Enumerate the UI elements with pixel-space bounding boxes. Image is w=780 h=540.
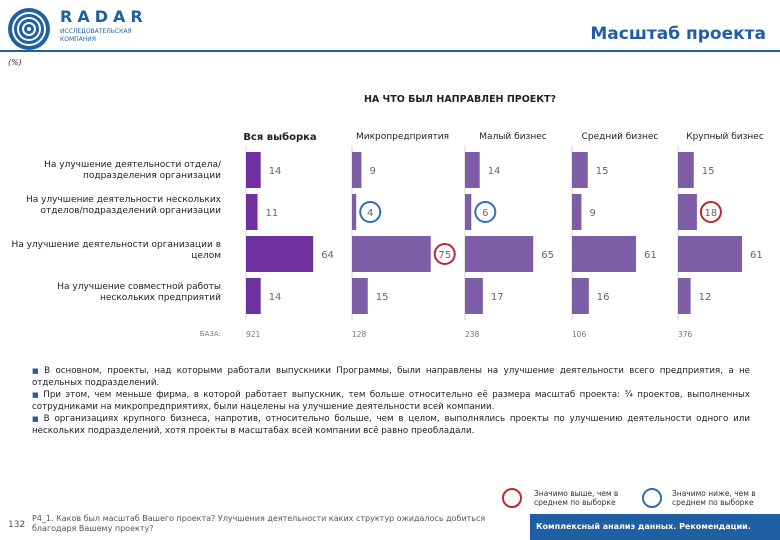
bar <box>352 194 357 230</box>
bar <box>465 278 483 314</box>
data-label: 61 <box>644 250 657 261</box>
bullet-icon: ■ <box>32 415 41 423</box>
page-number: 132 <box>8 520 26 530</box>
finding-1: ■ В основном, проекты, над которыми работ… <box>32 366 750 388</box>
column-header-total: Вся выборка <box>243 132 317 143</box>
data-label: 14 <box>269 166 282 177</box>
radar-logo-icon <box>8 8 50 50</box>
bar <box>678 194 697 230</box>
legend-higher-label: Значимо выше, чем в среднем по выборке <box>534 489 619 507</box>
significance-circle <box>433 243 456 265</box>
finding-3: ■ В организациях крупного бизнеса, напрот… <box>32 414 751 436</box>
chart-title: НА ЧТО БЫЛ НАПРАВЛЕН ПРОЕКТ? <box>363 94 557 105</box>
bar <box>352 236 431 272</box>
bar <box>246 278 261 314</box>
bar <box>352 152 362 188</box>
legend-lower-icon <box>642 488 662 508</box>
base-value: 921 <box>246 330 261 339</box>
unit-label: (%) <box>8 58 22 67</box>
data-label: 6 <box>482 208 488 219</box>
data-label: 15 <box>702 166 715 177</box>
bar <box>572 278 589 314</box>
row-label-several-departments: На улучшение деятельности нескольких отд… <box>25 195 221 216</box>
row-label-whole-organization: На улучшение деятельности организации в … <box>11 240 221 261</box>
data-label: 61 <box>750 250 763 261</box>
brand-name: RADAR <box>60 7 148 26</box>
base-value: 238 <box>465 330 480 339</box>
slide-title: Масштаб проекта <box>590 24 766 44</box>
bar <box>678 236 743 272</box>
bar <box>465 194 472 230</box>
data-label: 14 <box>269 292 282 303</box>
column-header-medium: Средний бизнес <box>581 132 659 142</box>
significance-circle <box>474 201 497 223</box>
bar <box>465 236 534 272</box>
data-label: 15 <box>596 166 609 177</box>
data-label: 64 <box>321 250 334 261</box>
data-label: 11 <box>266 208 279 219</box>
significance-circle <box>359 201 382 223</box>
findings-text: ■ В основном, проекты, над которыми работ… <box>32 365 750 437</box>
legend-higher-icon <box>502 488 522 508</box>
column-header-large: Крупный бизнес <box>686 132 764 142</box>
bullet-icon: ■ <box>32 391 41 399</box>
row-label-department: На улучшение деятельности отдела/подразд… <box>44 160 221 181</box>
base-value: 106 <box>572 330 587 339</box>
data-label: 4 <box>367 208 373 219</box>
legend-lower-label: Значимо ниже, чем в среднем по выборке <box>672 489 756 507</box>
bar <box>246 194 258 230</box>
title-divider <box>0 50 780 52</box>
bar <box>572 152 588 188</box>
bar <box>465 152 480 188</box>
column-header-micro: Микропредприятия <box>356 132 449 142</box>
bar <box>246 236 314 272</box>
data-label: 12 <box>699 292 712 303</box>
footer-tagline: Комплексный анализ данных. Рекомендации. <box>536 522 751 531</box>
question-footnote: P4_1. Каков был масштаб Вашего проекта? … <box>32 514 486 533</box>
finding-2: ■ При этом, чем меньше фирма, в которой р… <box>32 390 750 412</box>
bar <box>572 194 582 230</box>
data-label: 9 <box>369 166 375 177</box>
bar-chart: 14 11 64 14 921 9 4 75 15 128 14 6 65 17 238 15 9 61 16 106… <box>245 146 763 339</box>
base-value: 128 <box>352 330 367 339</box>
data-label: 18 <box>705 208 718 219</box>
row-label-several-enterprises: На улучшение совместной работы нескольки… <box>57 282 221 303</box>
significance-circle <box>699 201 722 223</box>
bar <box>352 278 368 314</box>
column-header-small: Малый бизнес <box>479 132 547 142</box>
base-label: БАЗА: <box>199 330 221 338</box>
data-label: 9 <box>589 208 595 219</box>
bar <box>678 152 694 188</box>
bullet-icon: ■ <box>32 367 42 375</box>
data-label: 75 <box>438 250 451 261</box>
data-label: 65 <box>541 250 554 261</box>
bar <box>572 236 637 272</box>
data-label: 15 <box>376 292 389 303</box>
data-label: 14 <box>488 166 501 177</box>
footer-banner: Комплексный анализ данных. Рекомендации. <box>530 514 780 540</box>
bar <box>678 278 691 314</box>
brand-subtitle: ИССЛЕДОВАТЕЛЬСКАЯ КОМПАНИЯ <box>60 28 132 43</box>
bar <box>246 152 261 188</box>
data-label: 17 <box>491 292 504 303</box>
base-value: 376 <box>678 330 693 339</box>
data-label: 16 <box>597 292 610 303</box>
